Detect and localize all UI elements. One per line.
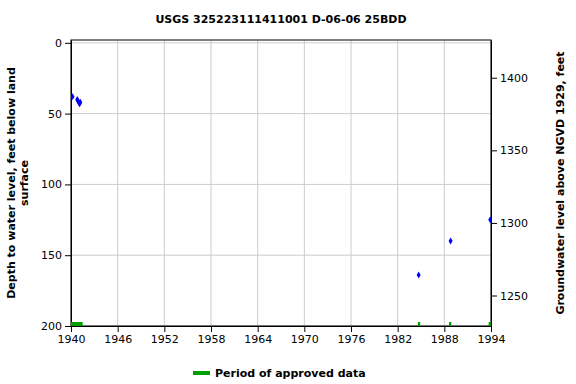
x-axis-tick-label: 1958 xyxy=(198,333,226,346)
x-axis-tick-mark xyxy=(304,326,305,332)
grid-line-y xyxy=(71,42,491,43)
y-axis-tick-label: 100 xyxy=(41,178,62,191)
chart: 1940 1946 1952 1958 1964 1970 1976 1982 1988 1994… xyxy=(0,0,576,384)
y2-axis-title: Groundwater level above NGVD 1929, feet xyxy=(554,51,567,314)
x-axis-tick: 1964 xyxy=(244,326,272,346)
legend-swatch xyxy=(193,371,210,375)
y-axis-tick: 200 xyxy=(41,320,71,333)
grid-line-y xyxy=(71,255,491,256)
x-axis-tick-label: 1970 xyxy=(291,333,319,346)
y-axis-tick-mark xyxy=(65,326,71,327)
marks xyxy=(71,93,491,326)
x-axis: 1940 1946 1952 1958 1964 1970 1976 1982 1988 1994 xyxy=(58,326,506,346)
approved-period xyxy=(71,322,83,326)
x-axis-tick: 1952 xyxy=(151,326,179,346)
x-axis-tick-mark xyxy=(164,326,165,332)
x-axis-tick: 1946 xyxy=(104,326,132,346)
approved-period xyxy=(449,322,451,326)
grid-line-x xyxy=(211,40,212,326)
grid-line-x xyxy=(397,40,398,326)
x-axis-tick: 1970 xyxy=(291,326,319,346)
x-axis-tick-mark xyxy=(444,326,445,332)
x-axis-tick-mark xyxy=(258,326,259,332)
y-axis-tick: 150 xyxy=(41,249,71,262)
y-axis-tick-mark xyxy=(65,43,71,44)
x-axis-tick: 1958 xyxy=(198,326,226,346)
x-axis-tick-label: 1952 xyxy=(151,333,179,346)
y2-axis-tick-mark xyxy=(491,150,497,151)
legend: Period of approved data xyxy=(193,367,366,380)
y2-axis-tick-mark xyxy=(491,296,497,297)
grid xyxy=(71,40,491,326)
x-axis-tick-label: 1976 xyxy=(338,333,366,346)
x-axis-tick: 1982 xyxy=(384,326,412,346)
y2-axis: 1250 1300 1350 1400 xyxy=(491,41,528,327)
y-axis-title-line: Depth to water level, feet below land xyxy=(5,67,18,299)
y-axis-tick-mark xyxy=(65,114,71,115)
title: USGS 325223111411001 D-06-06 25BDD xyxy=(155,13,406,26)
y2-axis-tick-label: 1250 xyxy=(500,290,528,303)
x-axis-tick-label: 1982 xyxy=(384,333,412,346)
x-axis-tick-mark xyxy=(491,326,492,332)
x-axis-tick-mark xyxy=(118,326,119,332)
y2-axis-tick: 1350 xyxy=(491,144,528,157)
data-point xyxy=(449,238,453,245)
y-axis-tick-mark xyxy=(65,255,71,256)
grid-line-x xyxy=(164,40,165,326)
y-axis-tick: 50 xyxy=(48,108,71,121)
x-axis-tick-label: 1994 xyxy=(478,333,506,346)
grid-line-y xyxy=(71,184,491,185)
y-axis-tick-label: 50 xyxy=(48,108,62,121)
data-point xyxy=(78,99,82,106)
x-axis-tick: 1988 xyxy=(431,326,459,346)
y2-axis-tick-label: 1300 xyxy=(500,217,528,230)
y-axis-tick-mark xyxy=(65,184,71,185)
y-axis-tick: 100 xyxy=(41,178,71,191)
approved-period xyxy=(418,322,420,326)
grid-line-x xyxy=(351,40,352,326)
y2-axis-tick-label: 1400 xyxy=(500,72,528,85)
x-axis-tick-label: 1946 xyxy=(104,333,132,346)
y2-axis-tick-mark xyxy=(491,223,497,224)
x-axis-tick-mark xyxy=(211,326,212,332)
approved-period xyxy=(489,322,491,326)
y2-axis-tick: 1250 xyxy=(491,290,528,303)
y-axis-tick-label: 200 xyxy=(41,320,62,333)
y-axis-title-line: surface xyxy=(18,160,31,206)
y-axis: 0 50 100 150 200 xyxy=(41,37,72,333)
legend-label: Period of approved data xyxy=(215,367,366,380)
x-axis-tick: 1994 xyxy=(478,326,506,346)
grid-line-x xyxy=(444,40,445,326)
y-axis-title: Depth to water level, feet below landsur… xyxy=(5,67,31,299)
x-axis-tick-mark xyxy=(398,326,399,332)
y2-axis-tick-label: 1350 xyxy=(500,144,528,157)
x-axis-tick-label: 1940 xyxy=(58,333,86,346)
grid-line-x xyxy=(257,40,258,326)
grid-line-x xyxy=(117,40,118,326)
x-axis-tick: 1976 xyxy=(338,326,366,346)
x-axis-tick-label: 1964 xyxy=(244,333,272,346)
grid-line-y xyxy=(71,113,491,114)
y-axis-tick-label: 0 xyxy=(55,37,62,50)
data-point xyxy=(71,93,75,100)
y2-axis-tick: 1400 xyxy=(491,72,528,85)
x-axis-tick-mark xyxy=(351,326,352,332)
y-axis-tick-label: 150 xyxy=(41,249,62,262)
data-point xyxy=(488,216,491,223)
x-axis-tick-label: 1988 xyxy=(431,333,459,346)
y2-axis-tick-mark xyxy=(491,78,497,79)
grid-line-x xyxy=(304,40,305,326)
plot-frame xyxy=(71,40,491,326)
y2-axis-tick: 1300 xyxy=(491,217,528,230)
x-axis-tick-mark xyxy=(71,326,72,332)
y-axis-tick: 0 xyxy=(55,37,71,50)
data-point xyxy=(417,272,421,279)
